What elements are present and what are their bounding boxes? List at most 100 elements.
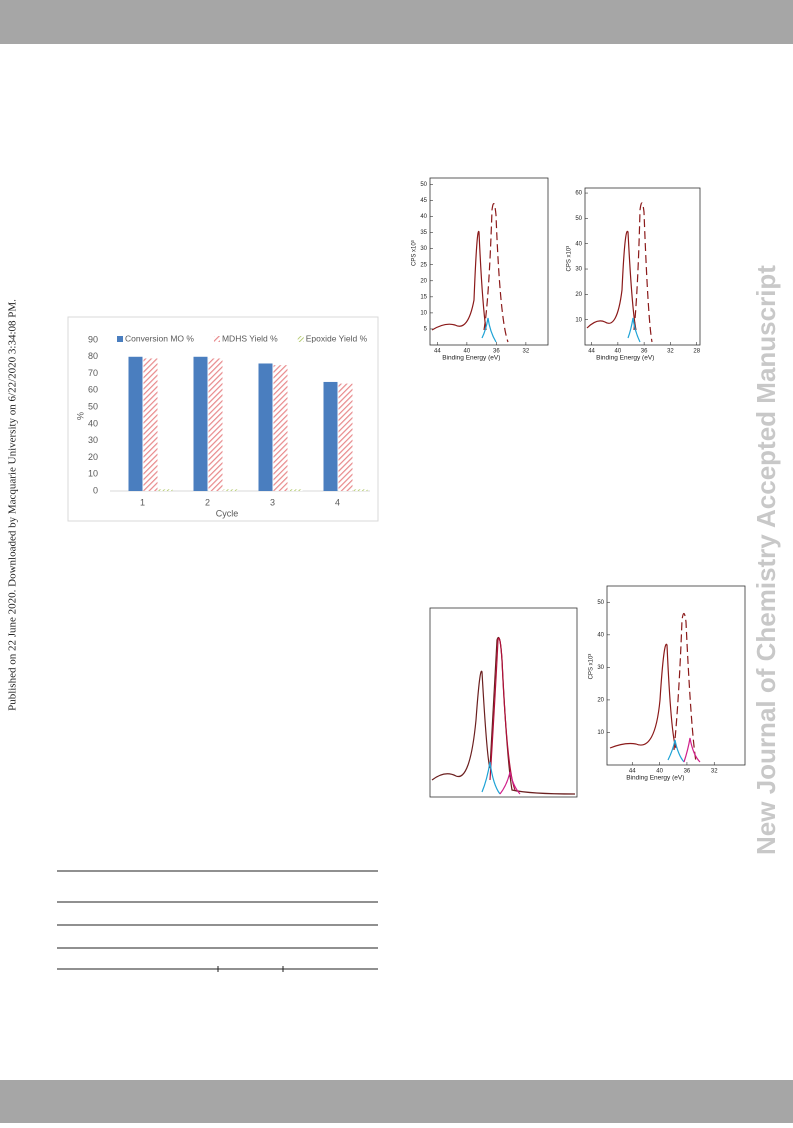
x-tick-label: 32: [711, 769, 718, 775]
x-tick-label: 1: [140, 497, 145, 507]
bar: [128, 356, 143, 491]
y-tick-label: 40: [420, 214, 427, 220]
x-tick-label: 2: [205, 497, 210, 507]
legend-label: Epoxide Yield %: [306, 333, 368, 343]
spectrum-curve: [627, 317, 641, 343]
x-tick-label: 36: [493, 349, 500, 355]
bar: [143, 358, 158, 491]
y-tick-label: 30: [597, 665, 604, 671]
spectrum-curve: [499, 771, 521, 795]
y-axis-label: CPS x10³: [412, 240, 418, 266]
x-tick-label: 3: [270, 497, 275, 507]
spectrum-frame: [606, 585, 746, 766]
x-tick-label: 40: [615, 349, 622, 355]
spectrum-panel: 5 10 15 20 25 30 35 40 45 50 44 40 36 32 Binding Energ…: [412, 177, 549, 362]
x-axis-label: Binding Energy (eV): [596, 355, 654, 362]
y-tick-label: 10: [420, 310, 427, 316]
spectrum-curve: [483, 203, 509, 343]
y-tick-label: 20: [575, 292, 582, 298]
header-bar: [0, 0, 793, 44]
legend-swatch: [213, 336, 220, 342]
bar: [288, 489, 303, 491]
y-axis-label: CPS x10³: [567, 246, 573, 272]
x-tick-label: 28: [693, 349, 700, 355]
legend-label: MDHS Yield %: [222, 333, 278, 343]
x-tick-label: 4: [335, 497, 340, 507]
bar: [208, 358, 223, 491]
y-tick-label: 80: [88, 351, 98, 361]
y-tick-label: 50: [88, 401, 98, 411]
legend-swatch: [297, 336, 304, 342]
bar: [273, 365, 288, 491]
bar: [223, 489, 238, 491]
bar: [158, 489, 173, 491]
spectrum-curve: [667, 739, 685, 763]
y-tick-label: 15: [420, 294, 427, 300]
x-tick-label: 32: [667, 349, 674, 355]
y-tick-label: 20: [597, 697, 604, 703]
y-axis-label: %: [75, 412, 85, 420]
x-axis-label: Binding Energy (eV): [626, 775, 684, 782]
y-tick-label: 10: [575, 317, 582, 323]
x-tick-label: 36: [641, 349, 648, 355]
y-tick-label: 90: [88, 334, 98, 344]
y-tick-label: 45: [420, 198, 427, 204]
x-tick-label: 44: [629, 769, 636, 775]
spectrum-curves: [431, 202, 701, 795]
y-tick-label: 40: [597, 632, 604, 638]
spectrum-curve: [489, 637, 516, 791]
x-tick-label: 44: [434, 349, 441, 355]
y-tick-label: 60: [88, 385, 98, 395]
y-tick-label: 20: [420, 278, 427, 284]
y-tick-label: 30: [88, 435, 98, 445]
y-tick-label: 10: [597, 730, 604, 736]
bar: [323, 381, 338, 491]
y-axis-label: CPS x10³: [589, 654, 595, 680]
y-tick-label: 5: [424, 327, 428, 333]
spectrum-curve: [481, 317, 497, 343]
bar: [353, 489, 368, 491]
y-tick-label: 35: [420, 230, 427, 236]
y-tick-label: 20: [88, 452, 98, 462]
y-tick-label: 70: [88, 368, 98, 378]
spectrum-panel: 10 20 30 40 50 60 44 40 36 32 28 Binding Energy (eV…: [567, 187, 701, 362]
footer-bar: [0, 1080, 793, 1123]
bar: [193, 356, 208, 491]
y-tick-label: 50: [597, 600, 604, 606]
legend-swatch: [117, 336, 123, 342]
spectrum-curve: [633, 202, 653, 343]
x-axis-label: Cycle: [216, 508, 239, 518]
y-tick-label: 40: [575, 241, 582, 247]
bar: [258, 363, 273, 491]
spectrum-curve: [673, 612, 697, 763]
y-tick-label: 50: [420, 182, 427, 188]
watermark: New Journal of Chemistry Accepted Manusc…: [751, 265, 781, 855]
x-axis-label: Binding Energy (eV): [442, 355, 500, 362]
x-tick-label: 36: [684, 769, 691, 775]
spectrum-curve: [431, 636, 576, 795]
y-tick-label: 25: [420, 262, 427, 268]
spectrum-curve: [431, 230, 487, 331]
spectrum-curve: [586, 230, 637, 331]
spectrum-panel: 10 20 30 40 50 44 40 36 32 Binding Energy (eV) CPS…: [589, 585, 746, 782]
y-tick-label: 30: [420, 246, 427, 252]
side-note: Published on 22 June 2020. Downloaded by…: [7, 299, 19, 711]
spectrum-curve: [609, 643, 677, 749]
x-tick-label: 40: [656, 769, 663, 775]
table-rules: [57, 870, 378, 972]
x-tick-label: 40: [464, 349, 471, 355]
y-tick-label: 0: [93, 485, 98, 495]
spectrum-frame: [584, 187, 701, 346]
y-tick-label: 50: [575, 216, 582, 222]
x-tick-label: 44: [588, 349, 595, 355]
y-tick-label: 10: [88, 469, 98, 479]
bar: [338, 383, 353, 491]
spectrum-frame: [429, 177, 549, 346]
legend-label: Conversion MO %: [125, 333, 194, 343]
y-tick-label: 60: [575, 191, 582, 197]
spectrum-frame: [429, 607, 578, 798]
y-tick-label: 40: [88, 418, 98, 428]
spectrum-curve: [683, 737, 701, 763]
